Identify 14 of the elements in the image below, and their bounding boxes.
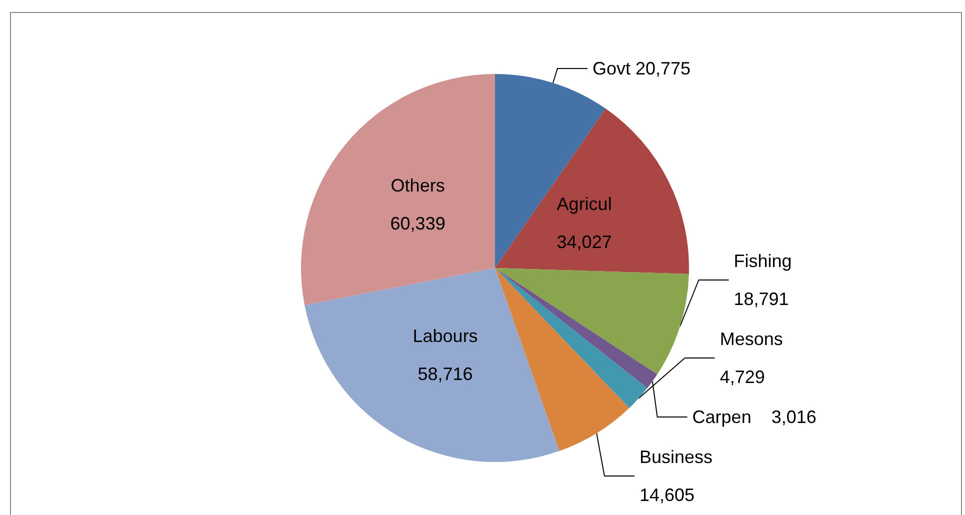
data-label: 60,339 <box>390 213 446 234</box>
data-label: 58,716 <box>418 364 473 384</box>
slice-label: Carpen 3,016 <box>692 407 816 427</box>
data-label: 4,729 <box>720 367 765 387</box>
data-label: 18,791 <box>734 289 789 309</box>
slice-label: Labours <box>412 326 478 346</box>
slice-label: Agricul <box>556 194 612 214</box>
slice-label: Others <box>390 175 445 196</box>
slice-label: Fishing <box>734 251 792 271</box>
data-label: 34,027 <box>556 232 612 252</box>
slice-label: Mesons <box>720 329 783 349</box>
slice-label: Business <box>639 447 712 467</box>
data-label: 14,605 <box>639 485 695 505</box>
slice-label: Govt 20,775 <box>592 58 691 79</box>
